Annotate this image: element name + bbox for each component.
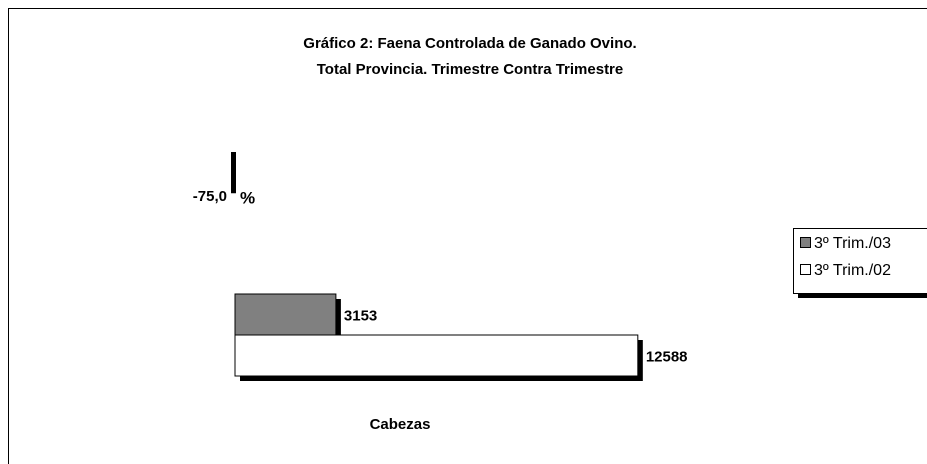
- legend-box: [793, 228, 927, 294]
- category-label: Cabezas: [370, 416, 431, 433]
- legend-swatch: [800, 264, 811, 275]
- bar: [234, 334, 639, 377]
- bar: [234, 293, 337, 336]
- legend-label: 3º Trim./02: [814, 262, 891, 279]
- chart-title: Gráfico 2: Faena Controlada de Ganado Ov…: [303, 35, 636, 52]
- legend-label: 3º Trim./03: [814, 235, 891, 252]
- value-label: 3153: [344, 307, 377, 324]
- chart-subtitle: Total Provincia. Trimestre Contra Trimes…: [317, 61, 624, 78]
- legend-swatch: [800, 237, 811, 248]
- value-label: -75,0: [193, 188, 227, 205]
- bar: [231, 152, 236, 194]
- chart-frame: [8, 8, 927, 464]
- value-label: 12588: [646, 348, 688, 365]
- category-label: %: [240, 188, 255, 207]
